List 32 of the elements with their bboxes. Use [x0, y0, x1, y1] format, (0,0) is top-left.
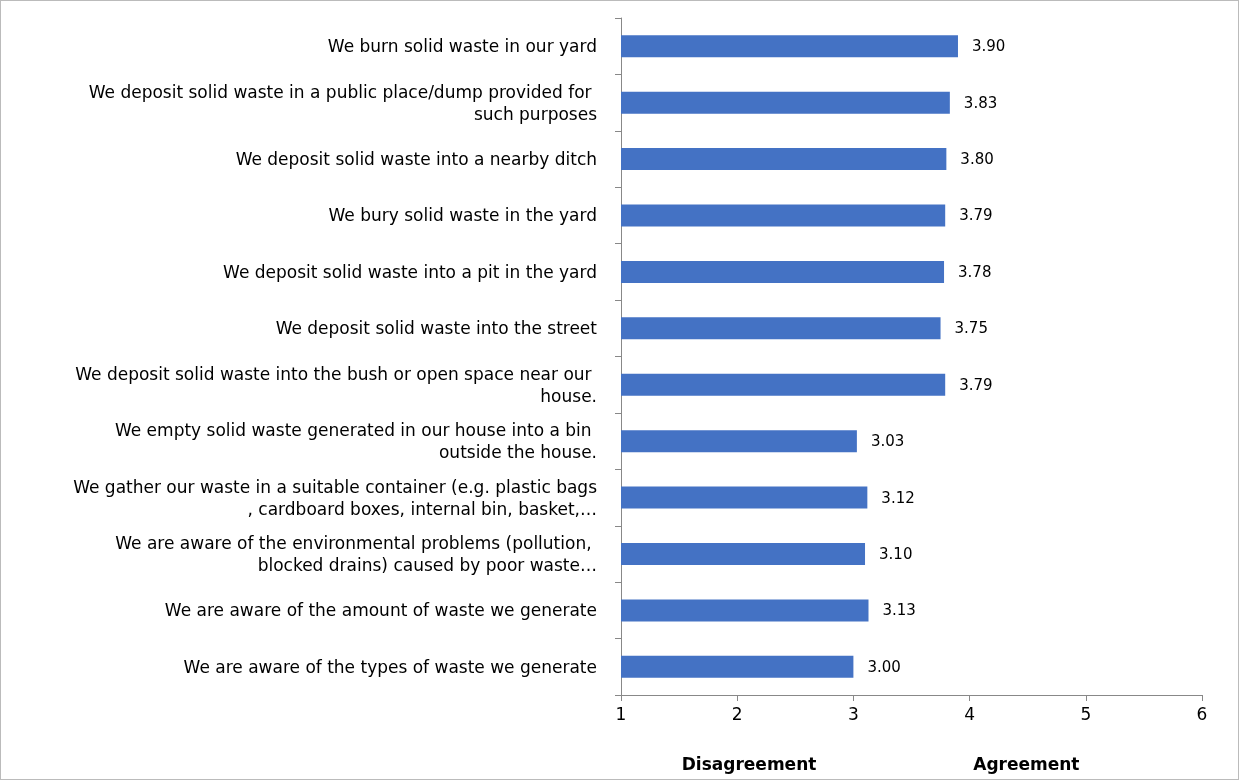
y-tick-label: We burn solid waste in our yard [327, 36, 597, 57]
data-label: 3.10 [879, 544, 913, 563]
x-tick-label: 4 [964, 703, 976, 724]
text: Disagreement [681, 753, 817, 774]
data-label: 3.79 [959, 206, 993, 225]
data-label: 3.90 [971, 37, 1006, 56]
y-tick-label: We are aware of the types of waste we generate [183, 656, 597, 677]
x-tick-label: 1 [615, 703, 627, 724]
x-tick-label: 6 [1196, 703, 1208, 724]
y-tick-label: We empty solid waste generated in our house into a bin outside the house. [114, 420, 597, 463]
y-tick-label: We gather our waste in a suitable container (e.g. plastic bags, cardboard boxes, internal bin, basket,… [73, 476, 598, 519]
y-tick-label: We deposit solid waste into the street [275, 318, 598, 339]
data-label: 3.79 [959, 375, 993, 394]
x-tick-label: 2 [731, 703, 743, 724]
y-tick-label: We deposit solid waste into a nearby ditch [235, 149, 597, 170]
data-label: 3.03 [870, 432, 905, 451]
y-tick-label: We are aware of the environmental problems (pollution, blocked drains) caused by poor waste… [115, 532, 597, 575]
y-tick-label: We deposit solid waste in a public place/dump provided for such purposes [88, 81, 598, 124]
x-tick-label: 5 [1080, 703, 1092, 724]
y-tick-label: We are aware of the amount of waste we generate [164, 600, 597, 621]
y-tick-label: We deposit solid waste into a pit in the yard [223, 261, 597, 282]
y-tick-label: We deposit solid waste into the bush or open space near our house. [75, 363, 597, 406]
text: Agreement [973, 753, 1080, 774]
x-tick-label: 3 [847, 703, 859, 724]
y-tick-label: We bury solid waste in the yard [328, 205, 597, 226]
data-label: 3.83 [963, 93, 998, 112]
data-label: 3.75 [954, 319, 988, 338]
data-label: 3.78 [958, 262, 992, 281]
data-label: 3.00 [867, 657, 901, 676]
data-label: 3.12 [881, 488, 915, 507]
data-label: 3.13 [882, 601, 916, 620]
data-label: 3.80 [960, 150, 994, 169]
